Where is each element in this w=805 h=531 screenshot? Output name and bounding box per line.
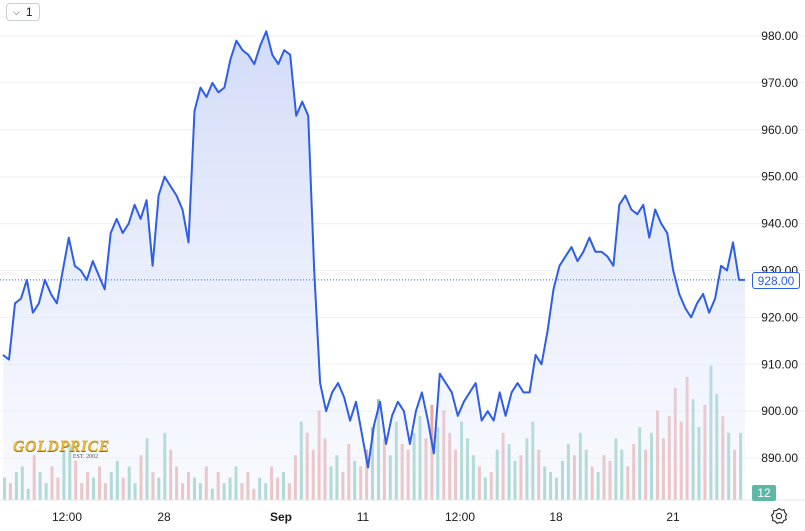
x-tick-label: 12:00 (445, 510, 475, 524)
y-tick-label: 950.00 (761, 170, 798, 184)
y-tick-label: 900.00 (761, 404, 798, 418)
y-axis: 980.00970.00960.00950.00940.00930.00920.… (761, 29, 798, 465)
y-tick-label: 940.00 (761, 217, 798, 231)
logo-brand: GOLDPRICE (13, 438, 110, 455)
x-tick-label: 21 (666, 510, 680, 524)
y-tick-label: 920.00 (761, 310, 798, 324)
last-volume-tag: 12 (752, 485, 776, 501)
logo-est: EST. 2002 (72, 454, 99, 460)
interval-label: 1 (25, 5, 33, 19)
x-tick-label: 28 (157, 510, 171, 524)
y-tick-label: 960.00 (761, 123, 798, 137)
price-area-fill (3, 31, 745, 501)
y-tick-label: 970.00 (761, 76, 798, 90)
chevron-down-icon: ⌵ (13, 6, 20, 17)
x-axis: 12:00 28 Sep 11 12:00 18 21 (52, 510, 680, 524)
gear-icon[interactable] (770, 507, 788, 525)
interval-dropdown-button[interactable]: ⌵ 1 (6, 3, 40, 21)
y-tick-label: 890.00 (761, 451, 798, 465)
last-price-tag: 928.00 (752, 272, 800, 289)
goldprice-logo: GOLDPRICE EST. 2002 (13, 438, 110, 460)
price-line (2, 30, 745, 469)
y-tick-label: 910.00 (761, 357, 798, 371)
x-tick-label: 12:00 (52, 510, 82, 524)
price-area (2, 30, 745, 501)
x-tick-label: 11 (357, 510, 370, 524)
x-tick-label: Sep (270, 510, 292, 524)
x-tick-label: 18 (549, 510, 563, 524)
y-tick-label: 980.00 (761, 29, 798, 43)
